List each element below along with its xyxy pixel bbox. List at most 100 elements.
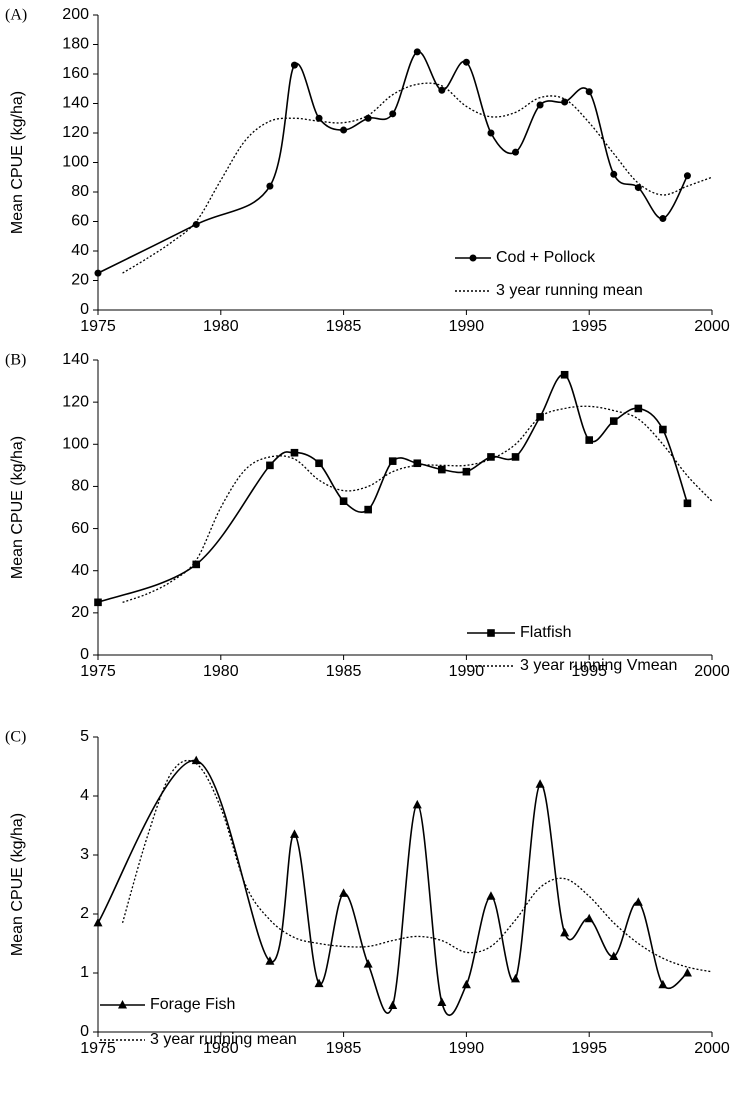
marker — [340, 126, 348, 134]
y-tick-label: 60 — [71, 213, 89, 230]
marker — [413, 459, 422, 468]
y-tick-label: 0 — [80, 301, 89, 318]
x-tick-label: 1980 — [203, 318, 239, 335]
y-axis-title: Mean CPUE (kg/ha) — [9, 436, 26, 579]
legend-label: 3 year running Vmean — [520, 657, 677, 674]
marker — [683, 172, 691, 180]
x-tick-label: 1975 — [80, 1040, 116, 1057]
marker — [659, 425, 667, 434]
x-tick-label: 1990 — [449, 1040, 485, 1057]
panel-label: (A) — [5, 7, 27, 24]
y-tick-label: 140 — [62, 351, 89, 368]
marker — [94, 269, 102, 277]
marker — [512, 148, 520, 156]
marker — [462, 58, 470, 66]
legend-label: Flatfish — [520, 624, 572, 641]
marker — [364, 114, 372, 122]
marker — [682, 968, 692, 977]
marker — [289, 829, 299, 838]
x-tick-label: 1990 — [449, 663, 485, 680]
x-tick-label: 1985 — [326, 318, 362, 335]
marker — [585, 88, 593, 96]
y-tick-label: 40 — [71, 242, 89, 259]
x-tick-label: 1985 — [326, 1040, 362, 1057]
marker — [339, 497, 348, 505]
y-tick-label: 200 — [62, 6, 89, 23]
marker — [314, 978, 324, 988]
legend-label: Cod + Pollock — [496, 249, 596, 266]
marker — [486, 891, 496, 900]
legend-label: Forage Fish — [150, 996, 235, 1013]
marker — [315, 114, 323, 122]
marker — [658, 979, 668, 989]
marker — [634, 184, 642, 192]
y-tick-label: 2 — [80, 905, 89, 922]
y-tick-label: 60 — [71, 520, 89, 537]
marker — [487, 453, 495, 461]
marker — [290, 61, 298, 69]
y-tick-label: 120 — [62, 124, 89, 141]
y-tick-label: 1 — [80, 964, 89, 981]
marker — [388, 1000, 398, 1009]
marker — [584, 913, 594, 923]
marker — [683, 499, 692, 508]
marker — [290, 448, 299, 457]
x-tick-label: 2000 — [694, 1040, 730, 1057]
y-tick-label: 0 — [80, 1023, 89, 1040]
x-tick-label: 1990 — [449, 318, 485, 335]
marker — [364, 505, 372, 514]
y-tick-label: 100 — [62, 436, 89, 453]
series-line — [97, 373, 689, 604]
marker — [388, 457, 397, 465]
marker — [413, 48, 421, 56]
marker — [609, 417, 618, 425]
y-tick-label: 5 — [80, 728, 89, 745]
panel-label: (B) — [5, 352, 26, 369]
marker — [535, 779, 545, 788]
marker — [511, 453, 520, 461]
marker — [266, 461, 274, 470]
panel-label: (C) — [5, 729, 26, 746]
x-tick-label: 2000 — [694, 318, 730, 335]
series-line — [121, 759, 713, 973]
legend-label: 3 year running mean — [496, 282, 643, 299]
y-tick-label: 100 — [62, 154, 89, 171]
x-tick-label: 1980 — [203, 663, 239, 680]
legend-label: 3 year running mean — [150, 1031, 297, 1048]
marker — [266, 182, 274, 190]
x-tick-label: 1985 — [326, 663, 362, 680]
y-tick-label: 180 — [62, 36, 89, 53]
y-axis-title: Mean CPUE (kg/ha) — [9, 813, 26, 956]
y-tick-label: 120 — [62, 393, 89, 410]
marker — [363, 959, 373, 968]
y-tick-label: 3 — [80, 846, 89, 863]
series-line — [97, 759, 688, 1017]
marker — [462, 467, 471, 476]
marker — [437, 997, 447, 1006]
marker — [389, 110, 397, 118]
y-tick-label: 20 — [71, 604, 89, 621]
marker — [438, 465, 446, 474]
y-tick-label: 140 — [62, 95, 89, 112]
x-tick-label: 1975 — [80, 318, 116, 335]
marker — [585, 436, 593, 444]
marker — [94, 598, 102, 607]
marker — [469, 254, 477, 262]
marker — [633, 897, 643, 906]
y-tick-label: 40 — [71, 562, 89, 579]
x-tick-label: 1975 — [80, 663, 116, 680]
marker — [610, 170, 618, 178]
y-tick-label: 0 — [80, 646, 89, 663]
series-line — [97, 51, 689, 274]
marker — [659, 215, 667, 223]
y-tick-label: 80 — [71, 183, 89, 200]
marker — [487, 129, 495, 137]
marker — [412, 799, 422, 809]
series-line — [122, 405, 713, 603]
y-tick-label: 80 — [71, 478, 89, 495]
marker — [265, 956, 275, 965]
marker — [192, 560, 201, 569]
y-axis-title: Mean CPUE (kg/ha) — [9, 91, 26, 234]
marker — [609, 951, 619, 960]
